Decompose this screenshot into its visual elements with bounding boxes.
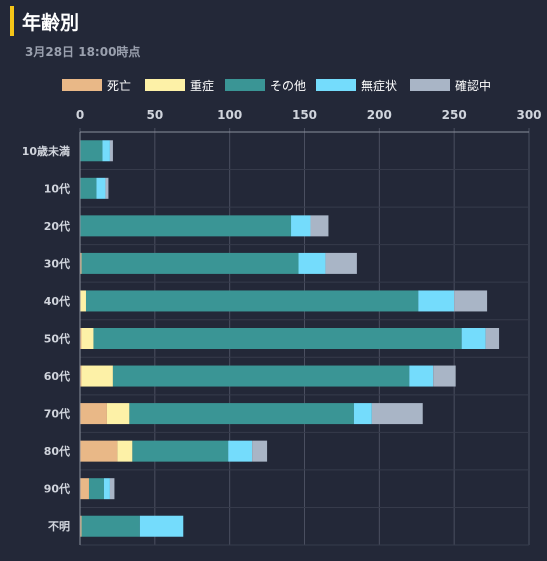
bar-segment [81, 328, 94, 349]
bar-segment [80, 290, 86, 312]
bar-segment [454, 290, 488, 312]
x-tick-label: 250 [442, 108, 467, 122]
bar-segment [96, 177, 106, 199]
bar-segment [461, 328, 486, 349]
bar-segment [105, 177, 109, 199]
x-tick-label: 100 [217, 108, 242, 122]
bar-segment [80, 403, 107, 425]
bar-segment [109, 140, 113, 162]
x-tick-label: 150 [292, 108, 317, 122]
bar-segment [109, 478, 115, 500]
y-category-label: 50代 [44, 332, 70, 346]
bar-segment [80, 328, 82, 349]
bar-segment [102, 140, 110, 162]
y-category-label: 10歳未満 [22, 144, 70, 158]
y-category-label: 30代 [44, 256, 70, 270]
bar-segment [80, 365, 82, 387]
bar-segment [291, 215, 311, 237]
bar-segment [418, 290, 455, 312]
bar-segment [80, 177, 97, 199]
y-category-label: 80代 [44, 444, 70, 458]
bar-segment [81, 365, 113, 387]
x-tick-label: 0 [76, 108, 84, 122]
title-accent-bar [10, 6, 14, 36]
bar-segment [80, 478, 89, 500]
bar-segment [310, 215, 329, 237]
bar-segment [433, 365, 456, 387]
x-tick-label: 50 [146, 108, 163, 122]
y-category-label: 90代 [44, 482, 70, 496]
legend-swatch [410, 79, 450, 91]
bar-segment [139, 515, 184, 537]
bar-segment [298, 252, 326, 274]
x-tick-label: 300 [516, 108, 541, 122]
legend-swatch [316, 79, 356, 91]
bar-segment [132, 440, 229, 462]
bar-segment [485, 328, 500, 349]
bar-segment [80, 215, 292, 237]
legend-label: 無症状 [361, 78, 397, 93]
y-category-label: 20代 [44, 219, 70, 233]
x-tick-label: 200 [367, 108, 392, 122]
legend-label: その他 [270, 79, 306, 93]
bar-segment [409, 365, 434, 387]
chart-subtitle: 3月28日 18:00時点 [25, 45, 141, 59]
bar-segment [80, 440, 118, 462]
bar-segment [371, 403, 423, 425]
bar-segment [81, 252, 299, 274]
bar-segment [353, 403, 372, 425]
legend-swatch [225, 79, 265, 91]
bar-segment [93, 328, 462, 349]
y-category-label: 40代 [44, 294, 70, 308]
legend-label: 死亡 [107, 79, 131, 93]
legend-label: 重症 [190, 78, 214, 93]
y-category-label: 60代 [44, 369, 70, 383]
bar-segment [80, 252, 82, 274]
y-category-label: 不明 [48, 520, 70, 533]
bar-segment [112, 365, 410, 387]
bar-segment [85, 290, 419, 312]
bar-segment [325, 252, 357, 274]
bar-segment [81, 515, 140, 537]
chart-title: 年齢別 [22, 12, 80, 34]
bar-segment [103, 478, 110, 500]
bar-segment [228, 440, 253, 462]
bar-segment [252, 440, 268, 462]
bar-segment [88, 478, 104, 500]
legend-swatch [62, 79, 102, 91]
legend-swatch [145, 79, 185, 91]
bar-segment [80, 140, 103, 162]
y-category-label: 10代 [44, 181, 70, 195]
bar-segment [80, 515, 82, 537]
bar-segment [117, 440, 133, 462]
y-category-label: 70代 [44, 407, 70, 421]
bar-segment [106, 403, 130, 425]
bar-segment [129, 403, 354, 425]
legend-label: 確認中 [455, 78, 491, 93]
